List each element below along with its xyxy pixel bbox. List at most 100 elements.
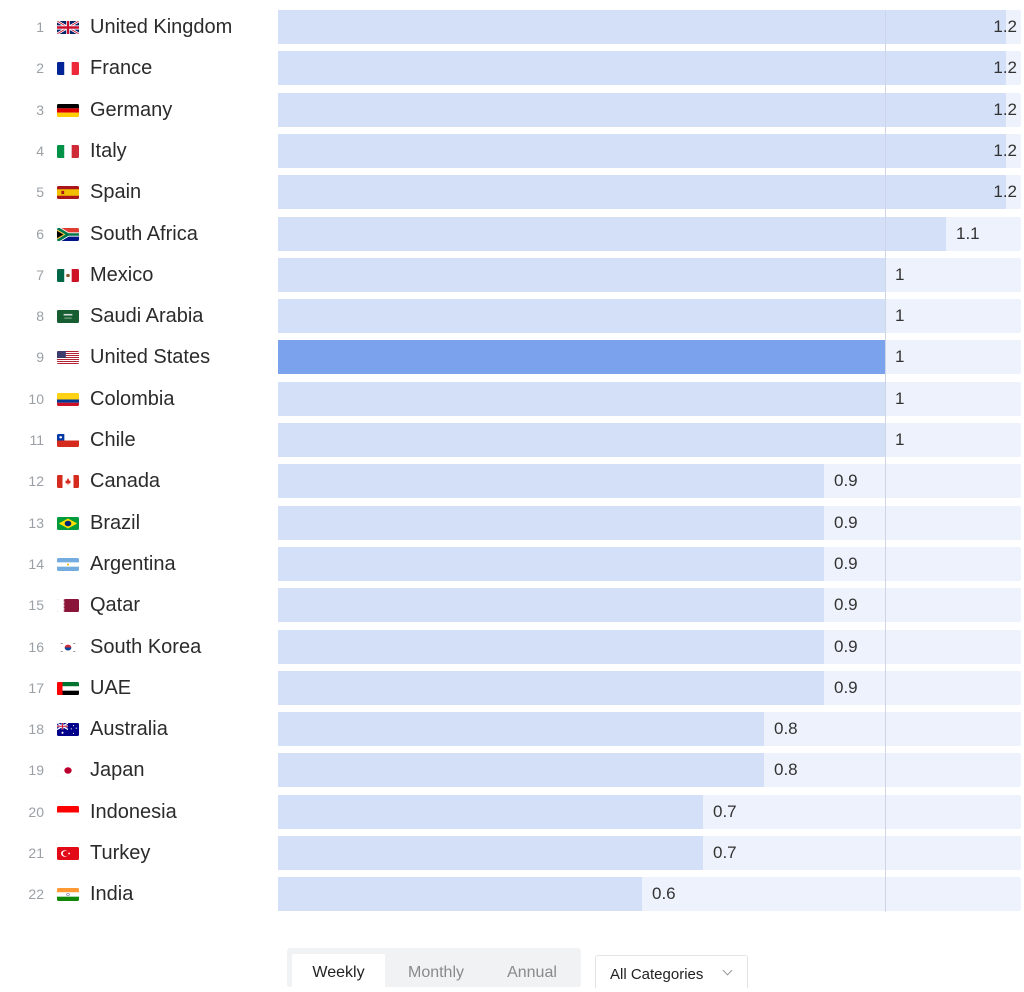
- bar[interactable]: [278, 795, 703, 829]
- bar-track: 1: [278, 382, 1021, 416]
- value-label: 1.2: [993, 175, 1017, 209]
- bar[interactable]: [278, 217, 946, 251]
- bar-track: 1.2: [278, 175, 1021, 209]
- rank-number: 19: [0, 753, 44, 787]
- tab-monthly[interactable]: Monthly: [387, 954, 485, 987]
- tab-weekly[interactable]: Weekly: [292, 954, 385, 987]
- ar-flag-icon: [57, 558, 79, 571]
- ae-flag-icon: [57, 682, 79, 695]
- bar-track: 0.8: [278, 753, 1021, 787]
- value-label: 1.1: [956, 217, 980, 251]
- bar[interactable]: [278, 299, 885, 333]
- value-label: 0.9: [834, 506, 858, 540]
- country-name: South Africa: [90, 217, 198, 251]
- bar-track: 1.1: [278, 217, 1021, 251]
- country-name: South Korea: [90, 630, 201, 664]
- rank-number: 9: [0, 340, 44, 374]
- country-name: UAE: [90, 671, 131, 705]
- bar[interactable]: [278, 382, 885, 416]
- rank-number: 4: [0, 134, 44, 168]
- rank-number: 2: [0, 51, 44, 85]
- bar[interactable]: [278, 93, 1006, 127]
- bar-track: 0.9: [278, 588, 1021, 622]
- bar[interactable]: [278, 506, 824, 540]
- qa-flag-icon: [57, 599, 79, 612]
- tab-annual[interactable]: Annual: [485, 954, 579, 987]
- bar[interactable]: [278, 836, 703, 870]
- bar[interactable]: [278, 753, 764, 787]
- bar[interactable]: [278, 588, 824, 622]
- category-dropdown[interactable]: All Categories: [595, 955, 748, 988]
- bar[interactable]: [278, 51, 1006, 85]
- country-name: Brazil: [90, 506, 140, 540]
- rank-number: 8: [0, 299, 44, 333]
- country-name: Australia: [90, 712, 168, 746]
- value-label: 1: [895, 340, 904, 374]
- bar-track: 1: [278, 423, 1021, 457]
- value-label: 0.9: [834, 547, 858, 581]
- value-label: 0.9: [834, 464, 858, 498]
- bar[interactable]: [278, 712, 764, 746]
- value-label: 0.7: [713, 795, 737, 829]
- value-label: 0.8: [774, 753, 798, 787]
- bar[interactable]: [278, 547, 824, 581]
- bar[interactable]: [278, 630, 824, 664]
- au-flag-icon: [57, 723, 79, 736]
- value-label: 1.2: [993, 134, 1017, 168]
- chevron-down-icon: [723, 966, 733, 976]
- bar[interactable]: [278, 464, 824, 498]
- bar[interactable]: [278, 877, 642, 911]
- bar[interactable]: [278, 258, 885, 292]
- value-label: 1.2: [993, 10, 1017, 44]
- bar[interactable]: [278, 134, 1006, 168]
- bar-track: 0.6: [278, 877, 1021, 911]
- de-flag-icon: [57, 104, 79, 117]
- chart-row[interactable]: 19 Japan 0.8: [0, 753, 1024, 787]
- co-flag-icon: [57, 393, 79, 406]
- country-name: Argentina: [90, 547, 176, 581]
- country-name: United Kingdom: [90, 10, 232, 44]
- rank-number: 7: [0, 258, 44, 292]
- country-name: Japan: [90, 753, 145, 787]
- country-name: Indonesia: [90, 795, 177, 829]
- in-flag-icon: [57, 888, 79, 901]
- id-flag-icon: [57, 806, 79, 819]
- bar-track: 0.9: [278, 464, 1021, 498]
- mx-flag-icon: [57, 269, 79, 282]
- jp-flag-icon: [57, 764, 79, 777]
- bar[interactable]: [278, 10, 1006, 44]
- bar[interactable]: [278, 671, 824, 705]
- value-label: 0.7: [713, 836, 737, 870]
- highlighted-bar[interactable]: [278, 340, 885, 374]
- bar[interactable]: [278, 423, 885, 457]
- ca-flag-icon: [57, 475, 79, 488]
- bar[interactable]: [278, 175, 1006, 209]
- country-name: Qatar: [90, 588, 140, 622]
- sa-flag-icon: [57, 310, 79, 323]
- period-segmented-control: Weekly Monthly Annual: [287, 948, 581, 987]
- bar-track: 0.7: [278, 836, 1021, 870]
- country-name: India: [90, 877, 133, 911]
- value-label: 1: [895, 423, 904, 457]
